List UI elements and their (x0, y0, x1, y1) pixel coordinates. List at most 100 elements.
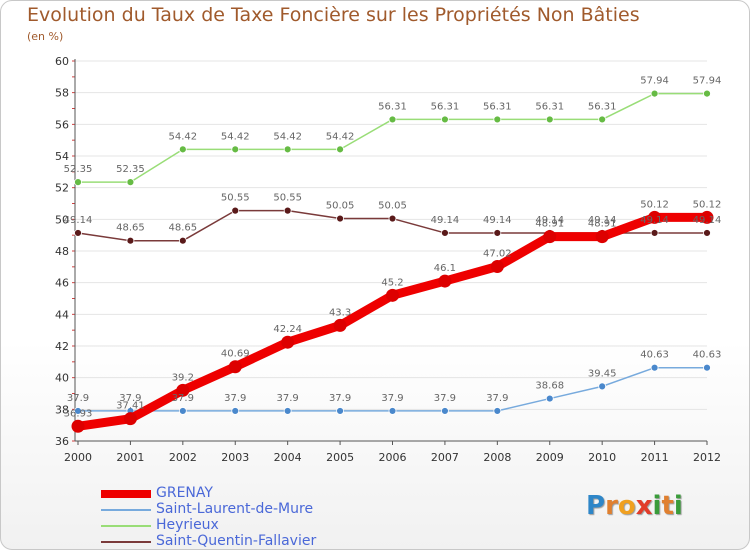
x-tick-label-2004: 2004 (274, 451, 302, 464)
x-tick-label-2011: 2011 (641, 451, 669, 464)
data-label-grenay-2008: 47.02 (483, 249, 512, 260)
data-label-saint-quentin-fallavier-2011: 49.14 (640, 215, 669, 226)
y-tick-label-44: 44 (55, 308, 69, 321)
y-tick-label-42: 42 (55, 340, 69, 353)
point-grenay-2010 (595, 230, 609, 244)
point-saint-quentin-fallavier-2004 (283, 206, 292, 215)
data-label-saint-quentin-fallavier-2008: 49.14 (483, 215, 512, 226)
data-label-grenay-2006: 45.2 (381, 277, 403, 288)
legend-label-heyrieux: Heyrieux (156, 517, 219, 533)
data-label-grenay-2011: 50.12 (640, 199, 669, 210)
data-label-heyrieux-2003: 54.42 (221, 131, 250, 142)
point-saint-laurent-de-mure-2011 (650, 363, 659, 372)
point-saint-quentin-fallavier-2007 (441, 229, 449, 237)
point-saint-quentin-fallavier-2003 (231, 206, 240, 215)
data-label-heyrieux-2000: 52.35 (64, 164, 93, 175)
data-label-heyrieux-2005: 54.42 (326, 131, 355, 142)
point-grenay-2003 (228, 360, 242, 374)
series-lines (71, 89, 714, 433)
data-label-heyrieux-2006: 56.31 (378, 101, 407, 112)
data-label-saint-laurent-de-mure-2009: 38.68 (535, 381, 564, 392)
legend-label-grenay: GRENAY (156, 485, 213, 501)
point-heyrieux-2011 (650, 89, 659, 98)
data-label-saint-laurent-de-mure-2007: 37.9 (434, 393, 456, 404)
data-label-heyrieux-2004: 54.42 (273, 131, 302, 142)
point-grenay-2001 (123, 412, 137, 426)
point-heyrieux-2002 (178, 145, 187, 154)
point-grenay-2009 (543, 230, 557, 244)
data-label-grenay-2012: 50.12 (693, 199, 722, 210)
y-tick-label-38: 38 (55, 403, 69, 416)
legend-swatch-saint-laurent-de-mure (101, 509, 151, 511)
point-saint-laurent-de-mure-2009 (545, 394, 554, 403)
y-tick-label-46: 46 (55, 277, 69, 290)
point-grenay-2000 (71, 419, 85, 433)
point-saint-laurent-de-mure-2000 (74, 407, 82, 415)
point-heyrieux-2001 (126, 178, 135, 187)
point-heyrieux-2007 (441, 115, 449, 124)
data-label-saint-laurent-de-mure-2010: 39.45 (588, 368, 617, 379)
point-saint-laurent-de-mure-2002 (178, 407, 187, 415)
data-label-saint-laurent-de-mure-2012: 40.63 (693, 350, 722, 361)
data-label-saint-quentin-fallavier-2005: 50.05 (326, 201, 355, 212)
point-saint-laurent-de-mure-2012 (703, 363, 711, 372)
data-label-grenay-2000: 36.93 (64, 408, 93, 419)
x-tick-label-2005: 2005 (326, 451, 354, 464)
data-label-saint-laurent-de-mure-2000: 37.9 (67, 393, 89, 404)
chart-title: Evolution du Taux de Taxe Foncière sur l… (27, 4, 640, 26)
point-saint-laurent-de-mure-2005 (336, 407, 344, 415)
y-tick-label-52: 52 (55, 182, 69, 195)
data-label-heyrieux-2012: 57.94 (693, 76, 722, 87)
y-tick-label-60: 60 (55, 55, 69, 68)
point-saint-laurent-de-mure-2008 (493, 407, 502, 415)
data-label-saint-laurent-de-mure-2001: 37.9 (119, 393, 141, 404)
data-label-grenay-2002: 39.2 (172, 372, 194, 383)
axes: 36 38 40 42 44 46 48 50 52 54 56 58 60 2000 2001 2002 20… (55, 55, 721, 464)
point-heyrieux-2008 (493, 115, 502, 124)
logo-letter-1: r (605, 491, 618, 521)
logo-letter-5: t (661, 491, 674, 521)
data-label-grenay-2010: 48.91 (588, 219, 617, 230)
point-saint-quentin-fallavier-2000 (74, 229, 82, 237)
point-heyrieux-2005 (336, 145, 344, 154)
data-labels: 52.35 52.35 54.42 54.42 54.42 54.42 56.31 56.31… (64, 76, 722, 420)
x-tick-label-2012: 2012 (693, 451, 721, 464)
point-saint-laurent-de-mure-2004 (283, 407, 292, 415)
data-label-grenay-2009: 48.91 (535, 219, 564, 230)
point-heyrieux-2006 (388, 115, 397, 124)
point-grenay-2012 (700, 210, 714, 224)
y-tick-label-56: 56 (55, 118, 69, 131)
data-label-saint-laurent-de-mure-2008: 37.9 (486, 393, 508, 404)
data-label-saint-laurent-de-mure-2003: 37.9 (224, 393, 246, 404)
x-tick-label-2001: 2001 (116, 451, 144, 464)
point-grenay-2006 (386, 288, 399, 302)
logo-letter-4: i (652, 491, 662, 521)
legend-swatch-saint-quentin-fallavier (101, 541, 151, 543)
point-saint-laurent-de-mure-2006 (388, 407, 397, 415)
data-label-saint-laurent-de-mure-2011: 40.63 (640, 350, 669, 361)
x-tick-label-2007: 2007 (431, 451, 459, 464)
data-label-heyrieux-2011: 57.94 (640, 76, 669, 87)
logo-letter-0: P (586, 491, 606, 521)
data-label-saint-laurent-de-mure-2004: 37.9 (277, 393, 299, 404)
data-label-saint-quentin-fallavier-2009: 49.14 (535, 215, 564, 226)
logo-letter-3: x (635, 491, 653, 521)
data-label-heyrieux-2009: 56.31 (535, 101, 564, 112)
data-label-saint-quentin-fallavier-2004: 50.55 (273, 193, 302, 204)
point-heyrieux-2003 (231, 145, 240, 154)
unit-label: (en %) (27, 30, 64, 43)
legend-label-saint-laurent-de-mure: Saint-Laurent-de-Mure (156, 501, 314, 517)
x-tick-label-2008: 2008 (483, 451, 511, 464)
data-label-grenay-2005: 43.3 (329, 307, 351, 318)
point-saint-quentin-fallavier-2001 (126, 236, 135, 245)
data-label-saint-quentin-fallavier-2006: 50.05 (378, 201, 407, 212)
data-label-heyrieux-2001: 52.35 (116, 164, 145, 175)
point-saint-laurent-de-mure-2007 (441, 407, 449, 415)
data-label-saint-quentin-fallavier-2012: 49.14 (693, 215, 722, 226)
point-grenay-2007 (438, 274, 452, 288)
data-label-grenay-2007: 46.1 (434, 263, 456, 274)
point-saint-quentin-fallavier-2002 (178, 236, 187, 245)
data-label-heyrieux-2002: 54.42 (169, 131, 198, 142)
point-grenay-2002 (176, 383, 190, 397)
